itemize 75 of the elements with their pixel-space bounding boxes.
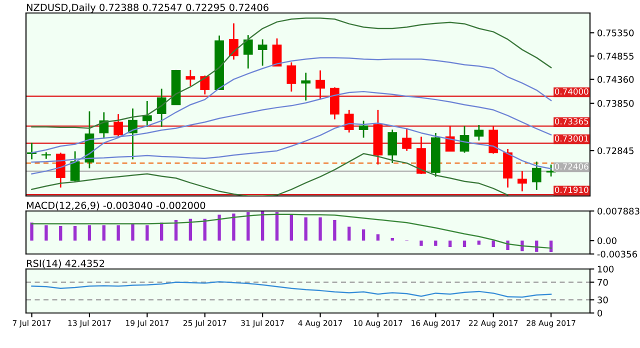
chart-title: MACD(12,26,9) -0.003040 -0.002000 xyxy=(26,202,206,210)
candlestick xyxy=(243,34,253,70)
candlestick xyxy=(114,113,123,138)
candlestick xyxy=(344,109,354,134)
bar xyxy=(218,214,221,241)
candlestick xyxy=(286,62,296,92)
bar xyxy=(362,229,366,241)
candlestick xyxy=(316,70,325,100)
bar xyxy=(116,225,120,241)
y-tick-label: 0.72845 xyxy=(598,147,634,154)
candlestick xyxy=(488,125,498,154)
bar xyxy=(318,217,322,241)
ref-line-label: 0.73001 xyxy=(554,135,588,142)
bar xyxy=(290,214,293,241)
bar xyxy=(462,240,466,248)
chart-title: NZDUSD,Daily 0.72388 0.72547 0.72295 0.72406 xyxy=(26,4,268,13)
bar xyxy=(333,220,336,241)
ref-line-label: 0.71910 xyxy=(554,186,588,193)
y-tick-label: 0.74855 xyxy=(598,52,634,60)
candlestick xyxy=(156,88,166,128)
y-tick-label: 70 xyxy=(598,278,608,286)
candlestick xyxy=(518,170,527,192)
candlestick xyxy=(358,120,368,138)
candlestick xyxy=(272,38,282,67)
candlestick xyxy=(128,108,138,160)
candlestick xyxy=(186,69,196,87)
bar xyxy=(131,224,134,241)
y-tick-label: 0 xyxy=(598,310,602,317)
y-tick-label: 0.00 xyxy=(598,237,616,244)
line-series xyxy=(31,153,508,196)
bar xyxy=(44,225,48,241)
line-series xyxy=(31,214,552,249)
bar xyxy=(102,225,106,241)
y-tick-label: 30 xyxy=(598,296,608,304)
y-tick-label: 100 xyxy=(598,266,614,273)
candlestick xyxy=(229,22,238,60)
bar xyxy=(348,226,351,241)
candlestick xyxy=(200,74,210,96)
bar xyxy=(304,217,308,241)
bar xyxy=(420,240,423,246)
candlestick xyxy=(474,124,484,142)
bar xyxy=(477,240,481,245)
y-tick-label: 0.73850 xyxy=(598,100,634,107)
candlestick xyxy=(445,125,455,152)
y-tick-label: -0.00356 xyxy=(597,250,637,258)
candlestick xyxy=(70,150,80,182)
candlestick xyxy=(142,100,152,128)
bar xyxy=(246,212,250,241)
bar xyxy=(146,225,149,241)
ref-line-label: 0.74000 xyxy=(554,88,588,95)
ref-line-label: 0.72406 xyxy=(554,163,588,170)
y-tick-label: 0.74360 xyxy=(598,76,634,83)
chart-title: RSI(14) 42.4352 xyxy=(26,260,104,268)
bar xyxy=(434,240,438,246)
y-tick-label: 0.75350 xyxy=(598,29,634,36)
candlestick xyxy=(99,112,109,140)
line-series xyxy=(31,281,552,298)
candlestick xyxy=(532,160,542,191)
bar xyxy=(30,222,34,241)
candlestick xyxy=(301,72,311,102)
bar xyxy=(88,225,92,241)
y-tick-label: 0.007883 xyxy=(598,208,640,215)
bar xyxy=(376,234,380,241)
bar xyxy=(492,240,495,248)
bar xyxy=(232,214,236,241)
bar xyxy=(448,240,452,248)
bar xyxy=(73,226,77,241)
candlestick xyxy=(388,128,398,164)
bar xyxy=(59,226,62,241)
candlestick xyxy=(258,38,268,66)
candlestick xyxy=(402,128,412,152)
candlestick xyxy=(42,152,51,160)
ref-line-label: 0.73365 xyxy=(554,118,588,125)
bar xyxy=(390,238,394,241)
candlestick xyxy=(56,152,66,188)
